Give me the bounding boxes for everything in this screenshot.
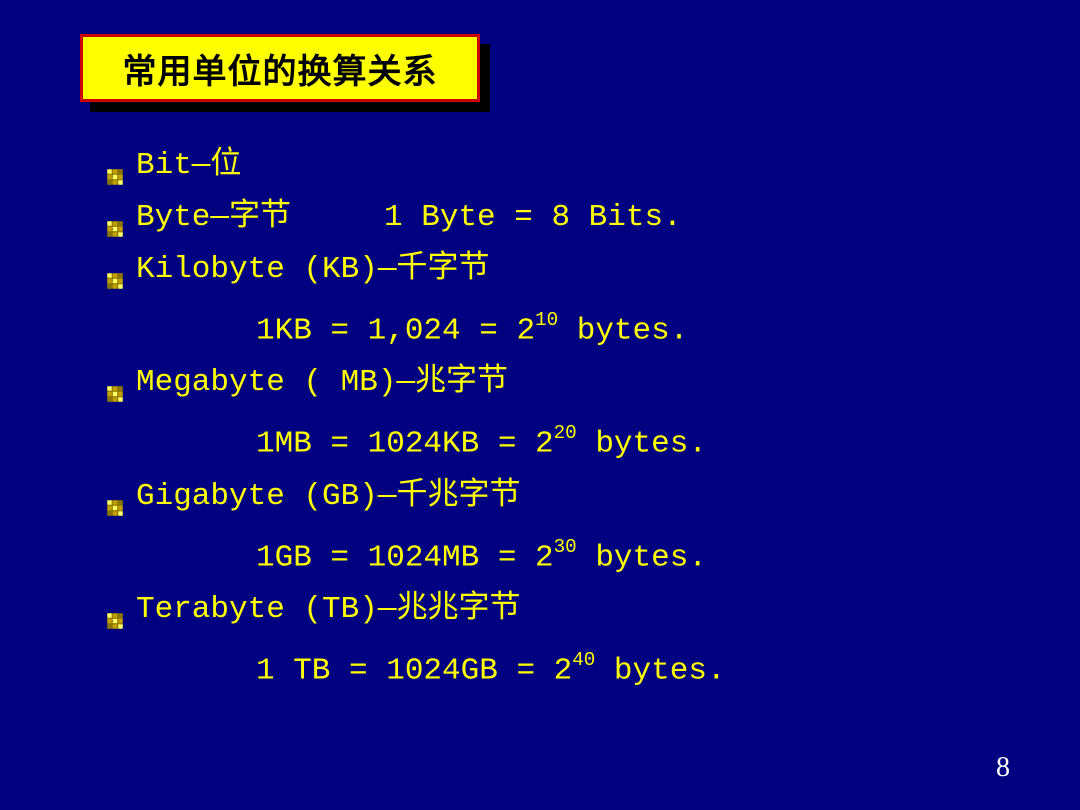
list-item-text: Bit—位 <box>136 140 241 192</box>
list-item: 1KB = 1,024 = 210 bytes. <box>104 296 1020 357</box>
title-box: 常用单位的换算关系 <box>80 34 480 102</box>
list-item: Byte—字节 1 Byte = 8 Bits. <box>104 192 1020 244</box>
content-list: Bit—位 Byte—字节 1 Byte = 8 Bits. Kilobyte … <box>104 140 1020 697</box>
title-container: 常用单位的换算关系 <box>80 34 480 102</box>
title-text: 常用单位的换算关系 <box>123 44 438 93</box>
page-number: 8 <box>996 752 1010 784</box>
list-item-text: 1KB = 1,024 = 210 bytes. <box>256 296 688 357</box>
bullet-icon <box>104 486 126 508</box>
list-item-text: 1 TB = 1024GB = 240 bytes. <box>256 636 726 697</box>
list-item-text: Byte—字节 1 Byte = 8 Bits. <box>136 192 682 244</box>
list-item: Megabyte ( MB)—兆字节 <box>104 357 1020 409</box>
list-item-text: 1MB = 1024KB = 220 bytes. <box>256 409 707 470</box>
bullet-icon <box>104 259 126 281</box>
list-item: 1GB = 1024MB = 230 bytes. <box>104 523 1020 584</box>
bullet-icon <box>104 372 126 394</box>
list-item: Bit—位 <box>104 140 1020 192</box>
list-item-text: Kilobyte (KB)—千字节 <box>136 244 489 296</box>
list-item: 1MB = 1024KB = 220 bytes. <box>104 409 1020 470</box>
bullet-icon <box>104 599 126 621</box>
list-item-text: Gigabyte (GB)—千兆字节 <box>136 471 520 523</box>
list-item: Terabyte (TB)—兆兆字节 <box>104 584 1020 636</box>
list-item: 1 TB = 1024GB = 240 bytes. <box>104 636 1020 697</box>
bullet-icon <box>104 207 126 229</box>
bullet-icon <box>104 155 126 177</box>
list-item-text: 1GB = 1024MB = 230 bytes. <box>256 523 707 584</box>
list-item-text: Terabyte (TB)—兆兆字节 <box>136 584 520 636</box>
list-item: Gigabyte (GB)—千兆字节 <box>104 471 1020 523</box>
list-item-text: Megabyte ( MB)—兆字节 <box>136 357 508 409</box>
list-item: Kilobyte (KB)—千字节 <box>104 244 1020 296</box>
